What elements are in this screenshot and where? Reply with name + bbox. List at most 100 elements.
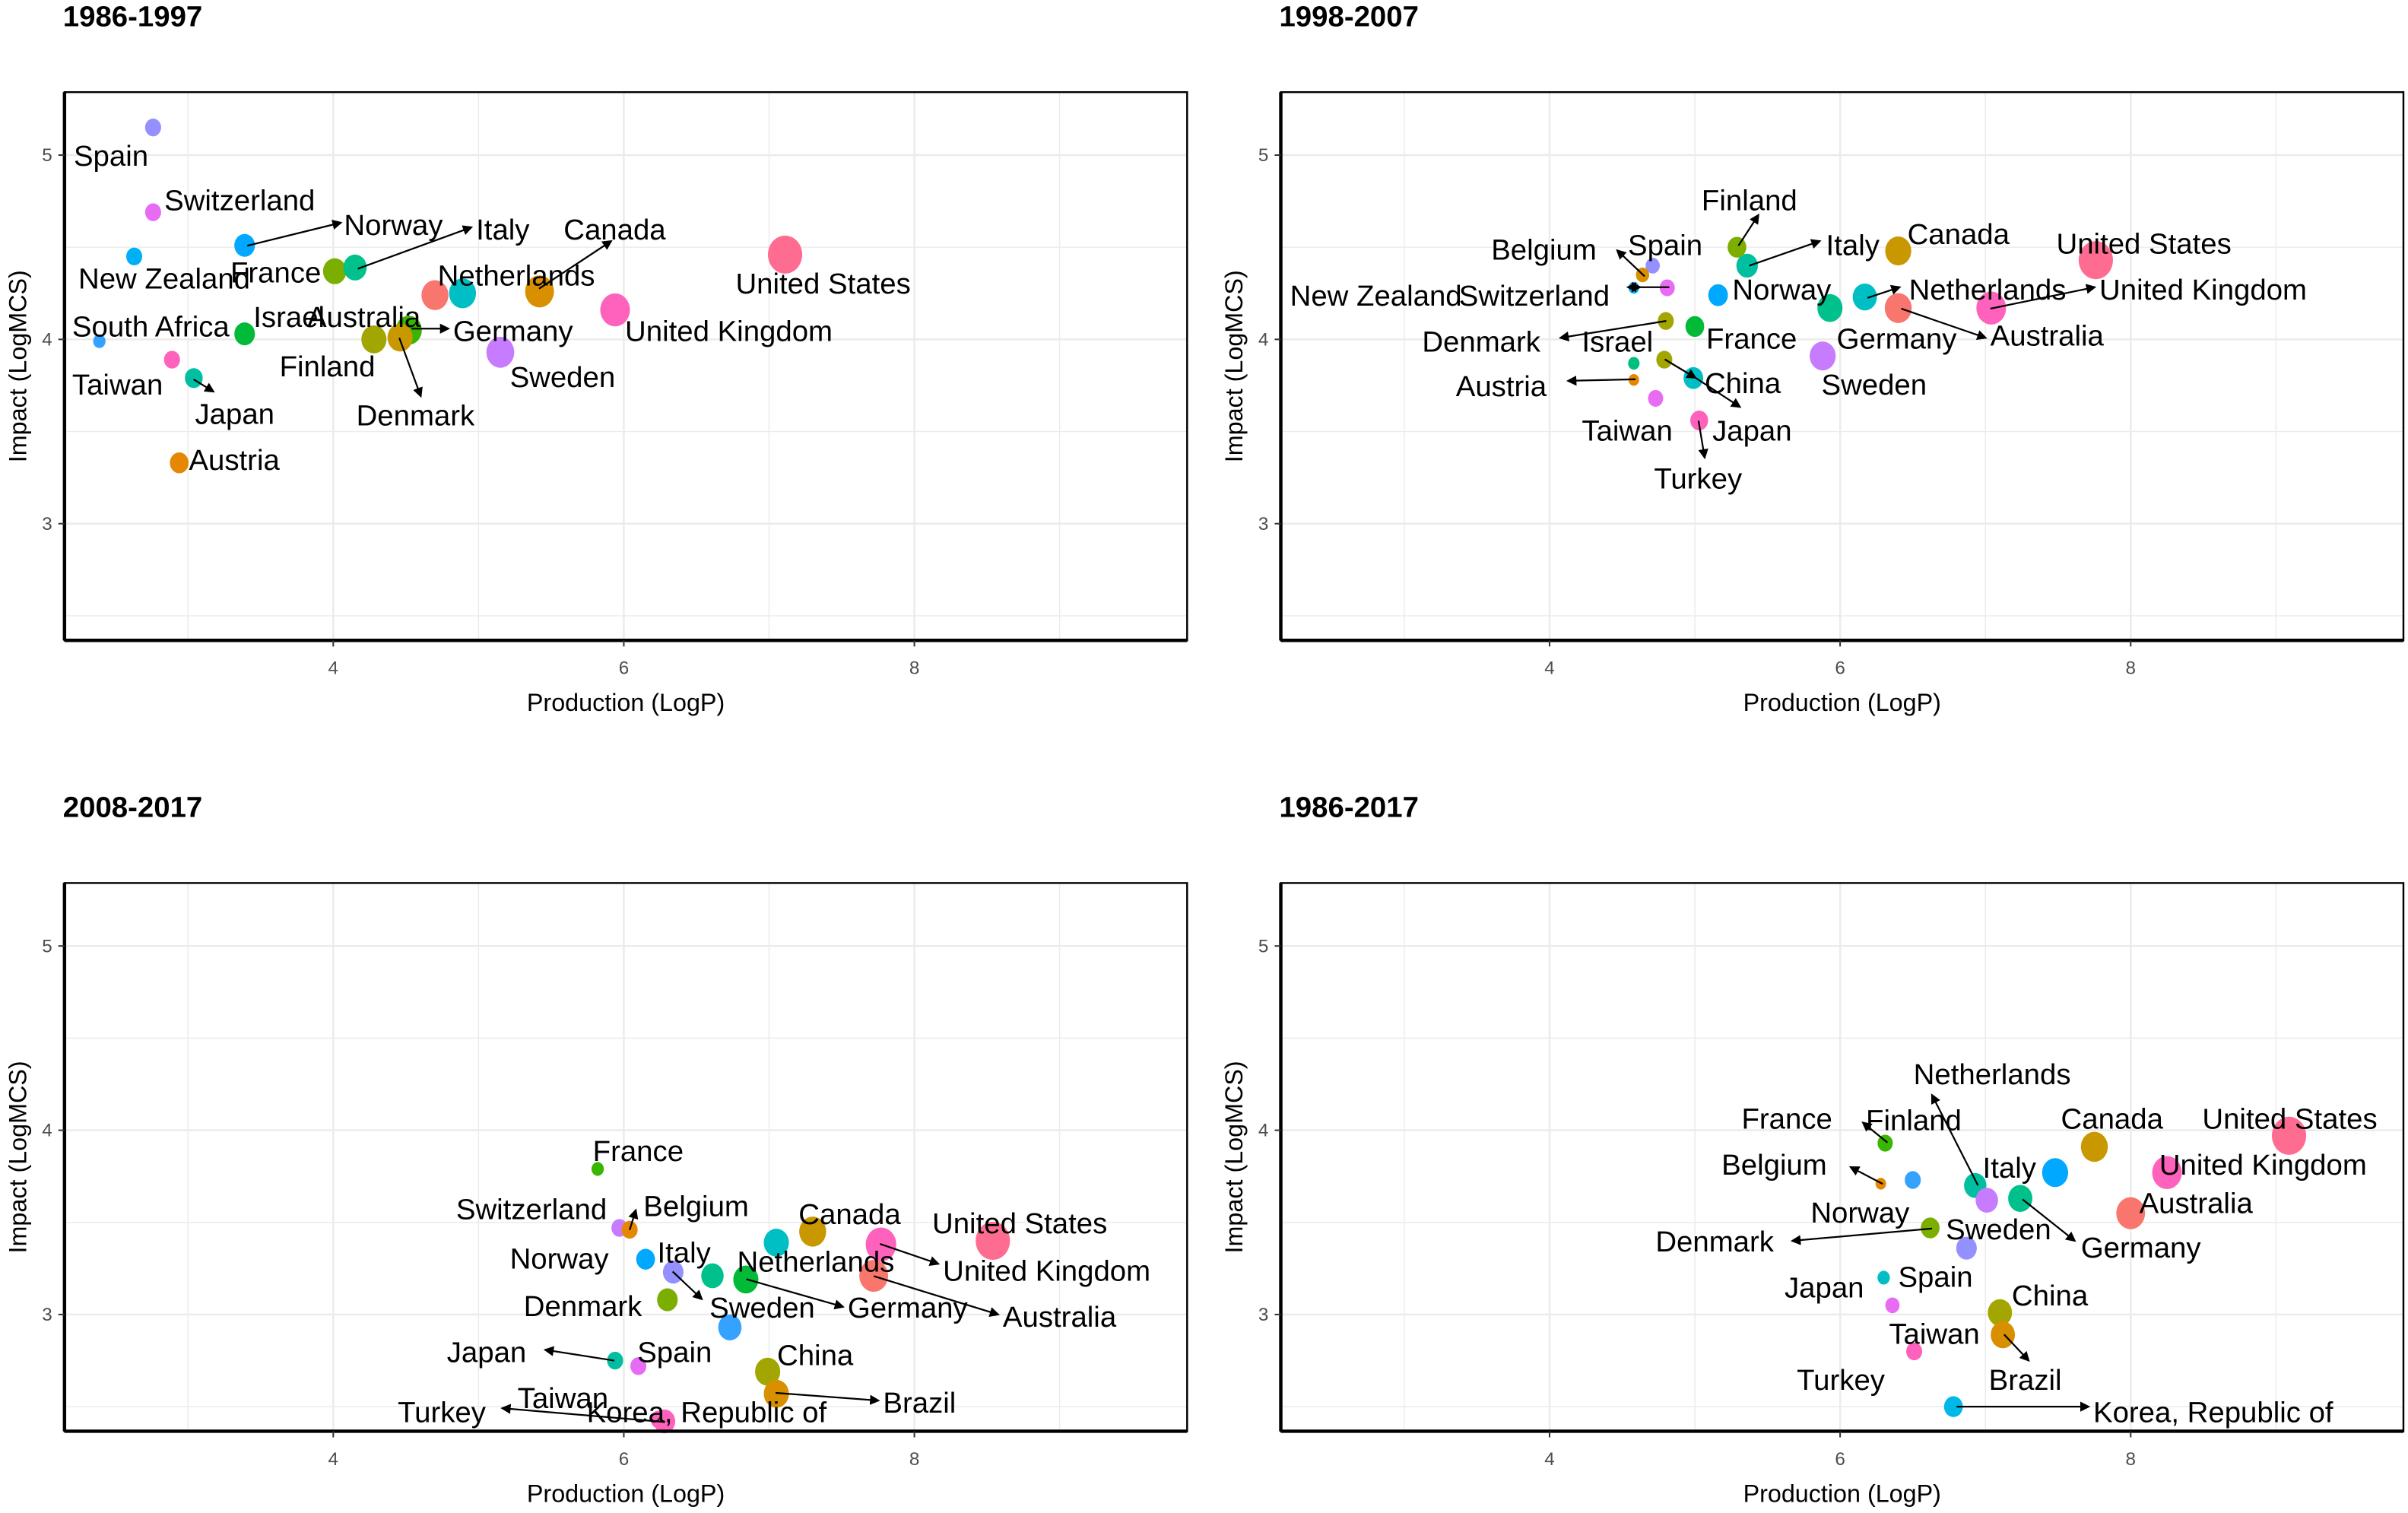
point-label: Canada [1908,218,2010,251]
data-point [2008,1185,2032,1212]
label-arrow [246,220,343,247]
data-point [630,1357,647,1375]
label-arrow [2003,1334,2030,1362]
data-point [1648,389,1664,407]
point-label: Australia [1991,319,2105,352]
point-label: Denmark [524,1290,642,1323]
plot-area [1280,92,2403,641]
label-arrow [2022,1198,2076,1242]
point-label: United Kingdom [2159,1149,2367,1182]
point-label: Finland [1702,185,1797,217]
panel-title: 1998-2007 [1279,0,1418,33]
point-label: Canada [563,214,666,246]
point-label: Spain [74,140,148,173]
label-arrow [1697,420,1708,460]
point-label: United States [735,268,910,300]
point-label: Norway [510,1242,610,1275]
point-label: France [593,1135,684,1168]
point-label: United States [2202,1103,2377,1136]
point-label: Taiwan [1582,415,1672,448]
point-label: Switzerland [1459,280,1610,312]
y-tick-label: 4 [1258,329,1268,350]
data-point [1884,293,1912,323]
point-label: United States [932,1207,1107,1240]
point-label: Japan [195,398,275,430]
data-point [1683,366,1704,389]
point-label: New Zealand [1290,280,1462,312]
point-label: China [2012,1280,2089,1312]
point-label: Sweden [1946,1213,2051,1246]
data-point [1810,341,1836,371]
data-point [1685,316,1705,338]
data-point [767,235,803,274]
point-label: Turkey [398,1396,487,1429]
y-axis-label: Impact (LogMCS) [4,270,31,462]
data-point [1877,1134,1893,1152]
point-label: Spain [1898,1261,1972,1294]
data-point [421,280,449,310]
data-point [1708,284,1728,306]
data-point [170,452,189,474]
label-arrow [538,239,613,290]
y-tick-label: 4 [42,329,52,350]
data-point [2078,241,2113,280]
x-tick-label: 6 [619,1449,629,1470]
point-label: France [1706,322,1797,355]
point-label: Australia [307,301,421,334]
point-label: Taiwan [518,1382,608,1415]
label-arrow [628,1208,639,1231]
y-axis-label: Impact (LogMCS) [4,1061,31,1253]
label-arrow [1901,307,1988,341]
data-point [1656,350,1673,369]
data-point [859,1260,889,1293]
point-label: Belgium [1721,1149,1827,1182]
data-point [322,258,347,284]
y-tick-label: 3 [1258,1305,1268,1325]
point-label: Korea, Republic of [587,1396,827,1429]
x-tick-label: 8 [2126,1449,2136,1470]
data-point [1975,1188,1998,1213]
x-tick-label: 6 [1835,1449,1845,1470]
label-arrow [1749,239,1822,267]
point-label: Italy [1826,229,1880,262]
data-point [1988,1299,2013,1327]
y-tick-label: 3 [1258,514,1268,534]
x-axis-label: Production (LogP) [1743,1480,1941,1507]
data-point [185,368,203,389]
x-axis-label: Production (LogP) [527,1480,725,1507]
label-arrow [398,337,423,398]
point-label: Japan [447,1337,527,1369]
x-axis-label: Production (LogP) [1743,689,1941,716]
point-label: Norway [1732,274,1832,306]
label-arrow [192,378,215,393]
point-label: Australia [1003,1301,1117,1334]
point-label: Belgium [1491,233,1597,266]
label-arrow [1695,376,1742,408]
point-label: Italy [657,1236,711,1269]
data-point [1817,293,1843,322]
data-point [125,247,143,266]
x-tick-label: 6 [1835,658,1845,679]
y-tick-label: 3 [42,514,52,534]
point-label: Israel [1582,326,1653,359]
panel-1998-2007: 1998-2007 Finland Belgium Spain Italy Canada U… [1217,0,2408,722]
data-point [701,1263,724,1289]
data-point [763,1379,789,1408]
point-label: Netherlands [1914,1058,2071,1091]
point-label: Spain [637,1337,712,1369]
data-point [799,1216,826,1247]
label-arrow [873,1275,1000,1318]
point-label: New Zealand [78,263,250,296]
point-label: Sweden [1821,369,1927,401]
data-point [607,1351,623,1370]
data-point [1628,357,1640,370]
data-point [1885,1297,1900,1314]
data-point [361,325,387,354]
point-label: Taiwan [1889,1318,1979,1350]
data-point [234,322,255,346]
data-point [755,1357,781,1386]
data-point [1645,258,1660,274]
y-tick-label: 5 [1258,145,1268,166]
point-label: Brazil [883,1387,956,1419]
data-point [2080,1131,2108,1163]
